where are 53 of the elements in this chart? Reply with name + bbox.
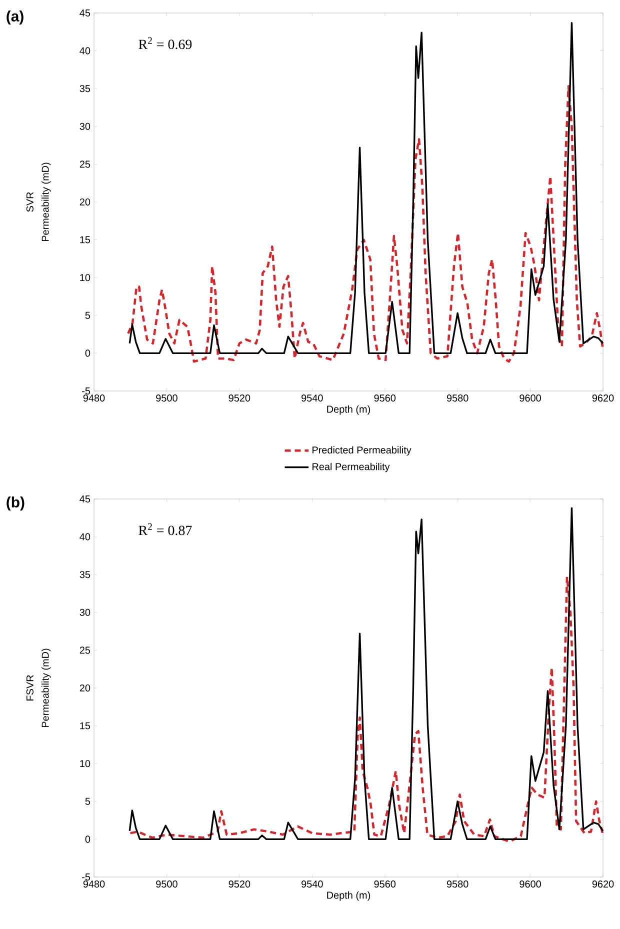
x-tick-label: 9540 — [302, 394, 323, 402]
text: SVR — [26, 192, 34, 212]
y-axis-title: Permeability (mD) — [41, 648, 51, 728]
y-tick-label: 0 — [85, 350, 90, 357]
x-tick-label: 9560 — [374, 880, 396, 888]
y-tick-label: 5 — [85, 312, 90, 319]
x-tick-label: 9580 — [446, 880, 468, 888]
x-tick-label: 9540 — [302, 880, 323, 888]
x-tick-label: 9620 — [592, 880, 614, 888]
y-tick-label: 0 — [85, 836, 90, 843]
y-tick-label: 15 — [80, 722, 90, 730]
text: FSVR — [26, 675, 34, 700]
annotation: R$^{2}$ = 0.87 — [138, 523, 192, 536]
y-tick-label: 40 — [80, 47, 90, 54]
y-tick-label: 45 — [80, 496, 90, 502]
x-tick-label: 9500 — [156, 880, 178, 888]
y-axis-title: Permeability (mD) — [41, 162, 51, 242]
line-series — [128, 507, 604, 840]
line-series — [127, 85, 604, 363]
x-tick-label: 9500 — [156, 394, 178, 402]
x-tick-label: 9600 — [520, 880, 541, 888]
x-tick-label: 9600 — [520, 394, 541, 402]
y-tick-label: 45 — [80, 10, 90, 16]
x-tick-label: 9580 — [446, 394, 468, 402]
y-tick-label: 25 — [80, 646, 90, 654]
y-tick-label: 35 — [80, 85, 90, 92]
chart-title: (b) — [6, 496, 24, 510]
legend-label: Predicted Permeability — [312, 446, 412, 456]
y-tick-label: 25 — [80, 160, 90, 168]
line-series — [128, 22, 604, 354]
y-tick-label: 20 — [80, 198, 90, 206]
x-axis-title: Depth (m) — [327, 405, 370, 415]
chart-title: (a) — [6, 10, 24, 24]
y-tick-label: -5 — [82, 874, 90, 880]
annotation: R$^{2}$ = 0.69 — [138, 37, 192, 50]
x-tick-label: 9520 — [228, 394, 250, 402]
y-tick-label: 10 — [80, 274, 90, 282]
x-tick-label: 9520 — [228, 880, 250, 888]
y-tick-label: -5 — [82, 388, 90, 394]
x-tick-label: 9560 — [374, 394, 396, 402]
x-tick-label: 9620 — [592, 394, 614, 402]
x-tick-label: 9480 — [83, 880, 105, 888]
y-tick-label: 15 — [80, 236, 90, 244]
y-tick-label: 40 — [80, 533, 90, 540]
x-tick-label: 9480 — [83, 394, 105, 402]
y-tick-label: 30 — [80, 608, 90, 616]
y-tick-label: 5 — [85, 798, 90, 805]
legend-label: Real Permeability — [312, 462, 390, 472]
y-tick-label: 20 — [80, 684, 90, 692]
y-tick-label: 30 — [80, 122, 90, 130]
y-tick-label: 35 — [80, 571, 90, 578]
y-tick-label: 10 — [80, 760, 90, 768]
x-axis-title: Depth (m) — [327, 891, 370, 901]
